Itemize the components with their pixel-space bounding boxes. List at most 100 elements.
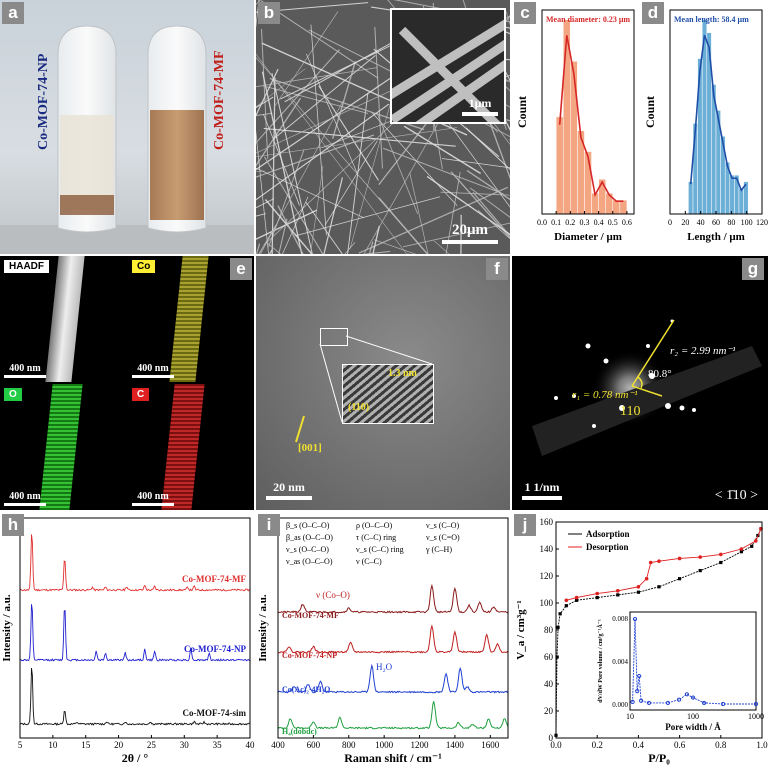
series-label: Co-MOF-74-NP — [184, 644, 246, 654]
nanowire — [256, 103, 390, 201]
y-axis-label: Count — [643, 96, 657, 128]
nanowire — [278, 218, 288, 254]
hrtem-scalebar: 20 nm — [266, 480, 312, 500]
nanowire — [324, 140, 378, 226]
eds-scale-o: 400 nm — [4, 491, 46, 506]
nanowire — [273, 11, 339, 108]
isotherm-line — [566, 528, 762, 601]
legend-entry: γ (C–H) — [425, 545, 452, 554]
y-tick-label: 80 — [544, 625, 554, 635]
sem-scalebar: 20μm — [442, 222, 498, 244]
x-tick-label: 400 — [271, 740, 285, 750]
nanowire — [382, 147, 504, 195]
co-wire — [169, 256, 209, 382]
saed-spot: 110 — [620, 404, 641, 419]
nanowire — [261, 71, 303, 254]
chart-d: 0 20 40 60 80 100 120 Length / μm Count Mean leng… — [643, 9, 768, 243]
nanowire — [310, 24, 327, 236]
isotherm-point — [575, 598, 579, 602]
isotherm-point — [595, 596, 599, 600]
y-tick-label: 140 — [540, 544, 554, 554]
nanowire — [258, 224, 277, 254]
panel-g-saed: g r₂ = 2.99 nm⁻¹ 80.8° r₁ = 0.78 nm⁻¹ 11… — [512, 256, 768, 510]
chart-title: Mean diameter: 0.23 μm — [546, 15, 630, 24]
isotherm-point — [636, 590, 640, 594]
x-tick-label: 0.2 — [565, 218, 575, 227]
inset-line — [632, 619, 756, 705]
y-axis-label: Count — [515, 96, 529, 128]
x-tick-label: 40 — [697, 218, 705, 227]
eds-scale-o-text: 400 nm — [9, 491, 41, 502]
isotherm-point — [678, 577, 682, 581]
histogram-bar — [619, 199, 628, 215]
isotherm-point — [558, 612, 562, 616]
eds-scale-haadf-bar — [4, 375, 46, 378]
sem-inset: 1μm — [390, 8, 506, 124]
x-tick-label: 1000 — [375, 740, 394, 750]
nanowire — [347, 93, 369, 254]
y-tick-label: 120 — [540, 571, 554, 581]
legend-entry: ν_s (C–O) — [426, 521, 460, 530]
sem-inset-scale-text: 1μm — [468, 96, 492, 110]
eds-scale-co-text: 400 nm — [137, 363, 169, 374]
legend-entry: ν_s (C=O) — [426, 533, 460, 542]
panel-b-sem: b 1μm 20μm — [256, 0, 510, 254]
plot-frame — [541, 9, 635, 215]
hrtem-direction: [001] — [298, 442, 322, 454]
inset-point — [630, 699, 635, 704]
sem-inset-scale-bar — [462, 112, 498, 116]
isotherm-point — [677, 556, 682, 561]
hrtem-callout — [295, 335, 433, 443]
isotherm-point — [698, 569, 702, 573]
x-tick-label: 100 — [741, 218, 753, 227]
inset-x-tick-label: 10 — [626, 712, 634, 721]
isotherm-point — [739, 547, 744, 551]
y-tick-label: 20 — [544, 706, 554, 716]
isotherm-point — [574, 595, 579, 600]
nanowire — [256, 130, 269, 254]
x-tick-label: 1.0 — [756, 740, 768, 750]
inset-point — [701, 700, 707, 706]
isotherm-point — [648, 560, 653, 565]
x-axis-label: Raman shift / cm⁻¹ — [344, 751, 442, 765]
nanowire — [424, 90, 510, 208]
isotherm-point — [698, 555, 702, 559]
nanowire — [263, 127, 456, 147]
xrd-line — [19, 604, 251, 662]
plot-frame — [277, 517, 509, 739]
h2o-annotation: H₂O — [376, 662, 393, 672]
nanowire — [378, 197, 429, 254]
legend-entry: β_as (O–C–O) — [286, 533, 333, 542]
nanowire — [271, 73, 313, 254]
fit-curve — [689, 34, 747, 192]
inset-point — [646, 700, 652, 706]
nanowire — [441, 158, 510, 169]
isotherm-point — [595, 591, 599, 596]
eds-scale-c-bar — [132, 503, 174, 506]
chart-h: Co-MOF-74-MF Co-MOF-74-NP Co-MOF-74-sim 5 10… — [1, 517, 256, 765]
sem-inset-scalebar: 1μm — [462, 96, 498, 116]
nanowire — [282, 196, 309, 254]
nanowire — [277, 205, 304, 254]
xrd-line — [19, 534, 251, 592]
histogram-bar — [570, 61, 578, 215]
inset-y-label: dV/dW Pore volume / cm³g⁻¹Å⁻¹ — [596, 619, 604, 703]
raman-line — [278, 624, 509, 654]
nanowire — [263, 100, 418, 246]
x-tick-label: 600 — [307, 740, 321, 750]
nanowire — [374, 239, 417, 254]
x-axis-label: Length / μm — [687, 231, 745, 243]
nanowire — [256, 68, 279, 117]
panel-e-eds: e HAADF 400 nm Co 400 nm O 400 nm C 400 … — [0, 256, 254, 510]
eds-label-haadf: HAADF — [4, 260, 49, 273]
isotherm-point — [636, 585, 641, 589]
nanowire — [284, 34, 407, 103]
eds-o: O 400 nm — [0, 384, 126, 510]
x-tick-label: 35 — [213, 740, 223, 750]
nanowire — [261, 28, 269, 159]
hrtem-scale-text: 20 nm — [273, 480, 305, 494]
x-axis-label: P/P₀ — [648, 751, 670, 765]
x-tick-label: 800 — [342, 740, 356, 750]
nanowire — [256, 49, 340, 144]
x-tick-label: 40 — [246, 740, 256, 750]
